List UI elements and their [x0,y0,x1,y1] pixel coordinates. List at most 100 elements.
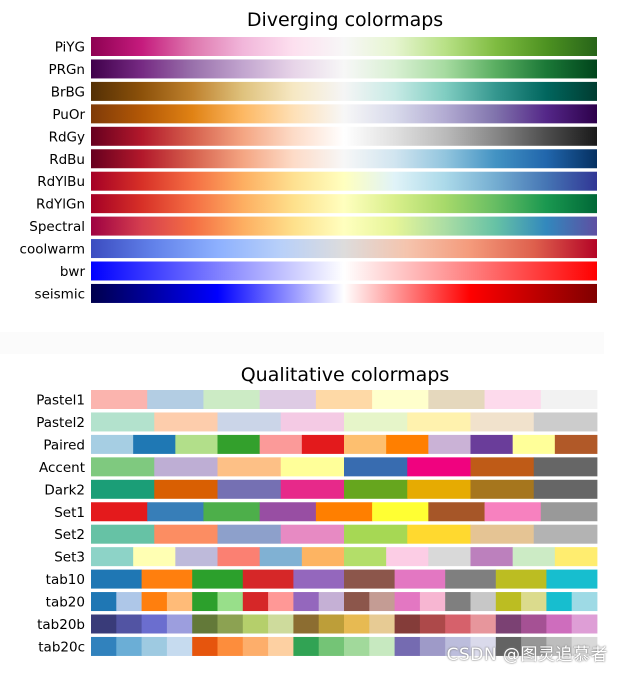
color-swatch-paired-8 [428,434,471,454]
color-swatch-set3-7 [386,547,429,567]
color-swatch-accent-5 [407,457,471,477]
color-swatch-set1-2 [203,502,261,522]
color-swatch-set3-3 [217,547,261,567]
colormap-label: tab20b [37,617,85,633]
qualitative-panel: Pastel1 Pastel2 Paired Accent Dark2 Set1 Set2 S… [0,354,604,673]
color-swatch-set1-7 [484,502,542,522]
color-swatch-paired-10 [512,434,556,454]
qualitative-colormaps-chart: Pastel1 Pastel2 Paired Accent Dark2 Set1 Set2 S… [36,390,598,656]
color-swatch-paired-4 [259,434,303,454]
color-swatch-set1-8 [540,502,598,522]
watermark: CSDN @图灵追慕者 [446,645,608,665]
color-swatch-tab20c-8 [293,636,320,656]
color-swatch-tab20c-9 [318,636,345,656]
colormap-label: RdYlGn [36,197,85,213]
color-swatch-tab20b-2 [141,614,168,634]
colormap-label: Set1 [54,505,85,521]
color-swatch-tab20-9 [318,592,345,612]
colormap-label: seismic [35,286,85,302]
color-swatch-tab20b-19 [571,614,598,634]
color-swatch-tab20-13 [419,592,446,612]
colormap-label: Accent [39,460,85,476]
color-swatch-set3-6 [344,547,387,567]
color-swatch-tab20c-15 [470,636,497,656]
color-swatch-pastel2-6 [470,412,535,432]
color-swatch-pastel2-1 [154,412,218,432]
color-swatch-pastel2-7 [533,412,598,432]
qualitative-title: Qualitative colormaps [240,364,450,386]
diverging-title: Diverging colormaps [246,9,444,31]
color-swatch-tab20b-18 [546,614,573,634]
colormap-label: PuOr [52,107,85,123]
color-swatch-tab20b-9 [318,614,345,634]
color-swatch-tab20-19 [571,592,598,612]
colormap-label: RdYlBu [37,174,85,190]
color-swatch-pastel1-4 [315,390,373,409]
color-swatch-pastel1-5 [372,390,429,409]
colormap-label: PRGn [48,62,85,78]
color-swatch-tab20c-14 [445,636,471,656]
colormap-bar-piyg [91,37,597,56]
color-swatch-tab20-4 [192,592,218,612]
color-swatch-tab20-15 [470,592,497,612]
color-swatch-pastel1-0 [91,390,148,409]
color-swatch-tab10-2 [192,569,244,589]
colormap-label: Dark2 [44,482,85,498]
color-swatch-tab10-6 [394,569,446,589]
color-swatch-tab20b-5 [217,614,244,634]
colormap-bar-brbg [91,81,597,101]
color-swatch-paired-0 [91,434,134,454]
color-swatch-tab10-4 [293,569,345,589]
color-swatch-set2-6 [470,524,535,544]
color-swatch-tab20b-0 [91,614,117,634]
color-swatch-tab20c-13 [419,636,446,656]
color-swatch-pastel2-5 [407,412,471,432]
color-swatch-accent-2 [217,457,282,477]
color-swatch-tab20c-12 [394,636,421,656]
color-swatch-tab20-2 [141,592,168,612]
color-swatch-tab20-5 [217,592,244,612]
color-swatch-tab20b-3 [166,614,193,634]
color-swatch-tab20b-1 [116,614,142,634]
color-swatch-tab10-5 [344,569,395,589]
color-swatch-tab20c-6 [242,636,269,656]
color-swatch-paired-2 [175,434,218,454]
color-swatch-tab20c-11 [369,636,395,656]
color-swatch-paired-5 [301,434,345,454]
color-swatch-pastel1-7 [484,390,542,409]
color-swatch-tab20b-10 [344,614,370,634]
color-swatch-tab20b-6 [242,614,269,634]
colormap-label: tab20 [46,595,85,611]
color-swatch-set3-8 [428,547,471,567]
color-swatch-paired-11 [554,434,598,454]
panel-separator [0,332,604,354]
colormap-bar-spectral [91,216,597,236]
colormap-label: Set3 [54,550,85,566]
color-swatch-set2-7 [533,524,598,544]
colormap-label: Pastel1 [36,393,85,409]
color-swatch-tab10-8 [495,569,547,589]
color-swatch-tab20c-0 [91,636,117,656]
colormap-bar-rdgy [91,126,597,146]
color-swatch-tab20b-7 [268,614,294,634]
color-swatch-tab20b-16 [495,614,522,634]
color-swatch-dark2-1 [154,479,218,499]
diverging-panel: Diverging colormaps PiYG PRGn BrBG PuOr RdGy… [0,0,604,330]
color-swatch-tab20-10 [344,592,370,612]
color-swatch-tab20b-4 [192,614,218,634]
color-swatch-tab20c-16 [495,636,522,656]
color-swatch-set1-1 [147,502,204,522]
color-swatch-tab20-8 [293,592,320,612]
color-swatch-set3-2 [175,547,218,567]
color-swatch-set2-4 [344,524,408,544]
color-swatch-tab20-7 [268,592,294,612]
color-swatch-accent-4 [344,457,408,477]
color-swatch-set3-0 [91,547,134,567]
color-swatch-set3-9 [470,547,514,567]
colormap-bar-seismic [91,283,597,303]
color-swatch-tab10-9 [546,569,598,589]
color-swatch-accent-6 [470,457,535,477]
color-swatch-pastel1-6 [428,390,485,409]
color-swatch-dark2-4 [344,479,408,499]
color-swatch-set1-3 [259,502,317,522]
